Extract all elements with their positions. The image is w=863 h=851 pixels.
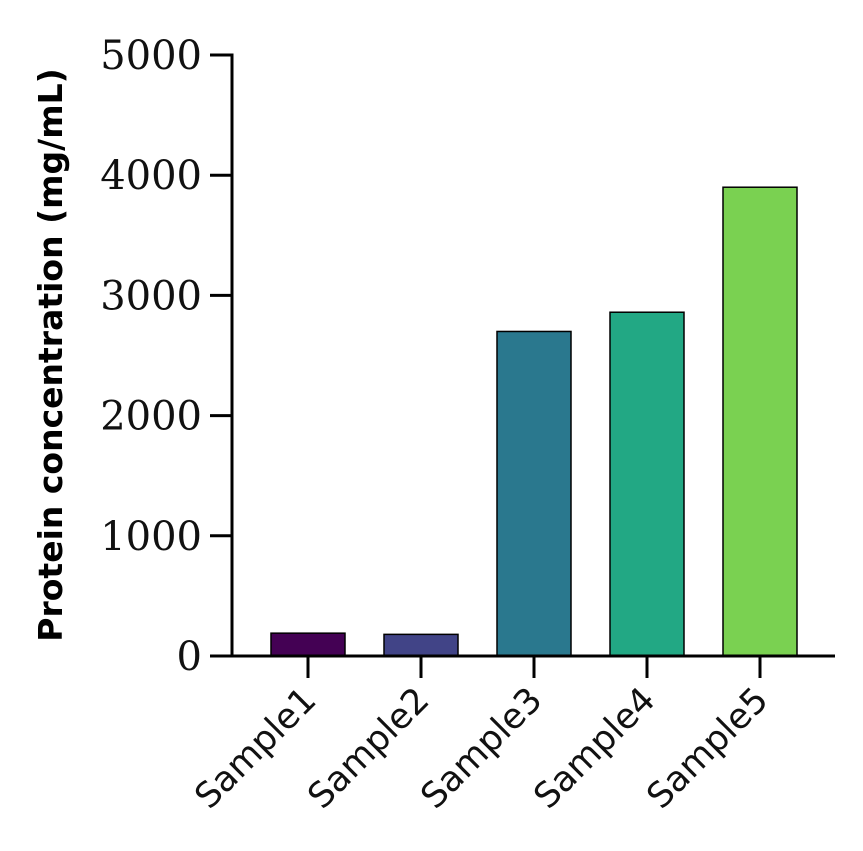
bar-sample4 bbox=[609, 311, 685, 657]
x-category-label: Sample4 bbox=[527, 680, 664, 817]
y-tick-label: 4000 bbox=[100, 153, 202, 199]
x-category-label: Sample3 bbox=[414, 680, 551, 817]
x-category-label: Sample1 bbox=[188, 680, 325, 817]
y-tick-label: 0 bbox=[177, 634, 202, 680]
bar-sample5 bbox=[722, 186, 798, 657]
bar-sample1 bbox=[270, 632, 346, 657]
y-tick-label: 3000 bbox=[100, 273, 202, 319]
y-tick-label: 2000 bbox=[100, 394, 202, 440]
bar-sample2 bbox=[383, 633, 459, 657]
y-axis-label: Protein concentration (mg/mL) bbox=[31, 68, 70, 641]
x-category-label: Sample2 bbox=[301, 680, 438, 817]
y-axis-ticks: 0 1000 2000 3000 4000 5000 bbox=[100, 33, 232, 680]
y-tick-label: 1000 bbox=[100, 514, 202, 560]
bars bbox=[270, 186, 798, 657]
bar-sample3 bbox=[496, 330, 572, 657]
x-category-label: Sample5 bbox=[640, 680, 777, 817]
y-tick-label: 5000 bbox=[100, 33, 202, 79]
